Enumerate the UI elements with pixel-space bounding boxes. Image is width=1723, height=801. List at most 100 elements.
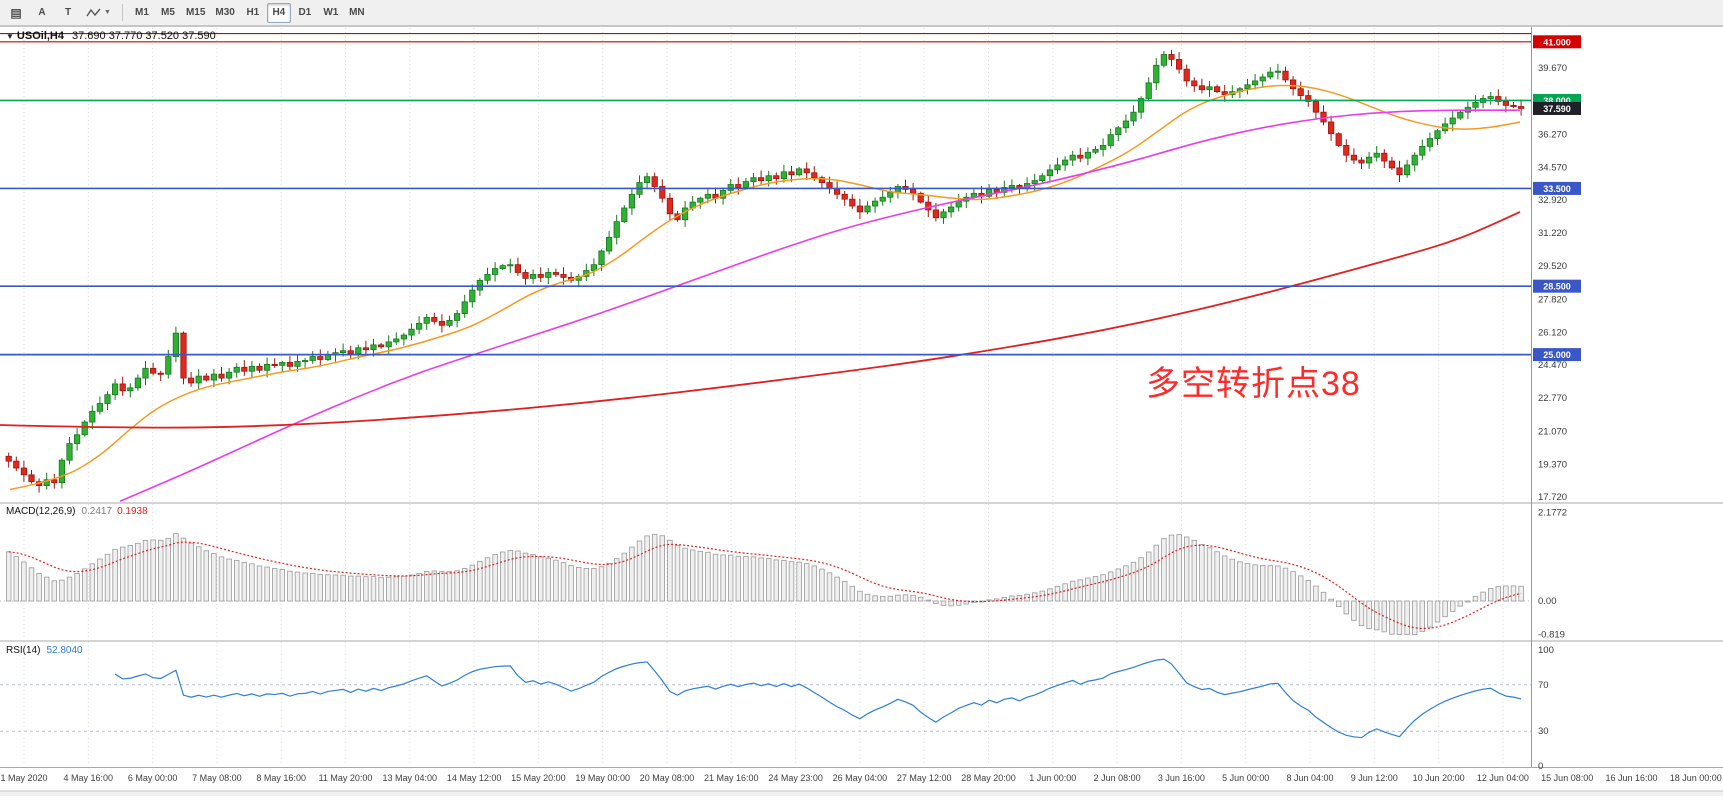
zigzag-icon <box>86 8 101 16</box>
svg-text:18 Jun 00:00: 18 Jun 00:00 <box>1670 773 1722 783</box>
svg-text:25.000: 25.000 <box>1543 350 1571 360</box>
svg-text:15 Jun 08:00: 15 Jun 08:00 <box>1541 773 1593 783</box>
horizontal-lines[interactable] <box>0 32 1531 356</box>
toolbar: ▤ A T ▼ M1 M5 M15 M30 H1 H4 D1 W1 MN <box>0 0 1723 26</box>
svg-text:1 May 2020: 1 May 2020 <box>0 773 47 783</box>
svg-text:14 May 12:00: 14 May 12:00 <box>447 773 502 783</box>
macd-plot <box>0 533 1531 635</box>
svg-text:41.000: 41.000 <box>1543 37 1571 47</box>
svg-text:6 May 00:00: 6 May 00:00 <box>128 773 178 783</box>
svg-text:4 May 16:00: 4 May 16:00 <box>64 773 114 783</box>
panel-separator-macd[interactable] <box>0 501 1723 506</box>
svg-text:32.920: 32.920 <box>1538 195 1567 206</box>
svg-text:27.820: 27.820 <box>1538 294 1567 305</box>
time-axis[interactable] <box>0 768 1723 790</box>
svg-text:19 May 00:00: 19 May 00:00 <box>575 773 630 783</box>
svg-text:36.270: 36.270 <box>1538 129 1567 140</box>
rsi-plot <box>0 658 1531 739</box>
svg-text:27 May 12:00: 27 May 12:00 <box>897 773 952 783</box>
time-axis-labels: 1 May 2020 4 May 16:00 6 May 00:00 7 May 08… <box>0 773 1721 783</box>
svg-text:-0.819: -0.819 <box>1538 629 1565 640</box>
svg-text:26 May 04:00: 26 May 04:00 <box>833 773 888 783</box>
svg-text:15 May 20:00: 15 May 20:00 <box>511 773 566 783</box>
chart-grid-icon[interactable]: ▤ <box>4 3 28 23</box>
timeframe-d1[interactable]: D1 <box>293 3 317 23</box>
timeframe-m15[interactable]: M15 <box>182 3 209 23</box>
macd-value-main: 0.2417 <box>81 506 113 517</box>
chart-ohlc: 37.690 37.770 37.520 37.590 <box>72 30 216 42</box>
price-axis-labels: 39.670 36.270 34.570 32.920 31.220 29.520 27.8… <box>1538 63 1567 772</box>
fast-ma-orange <box>9 84 1521 491</box>
svg-text:13 May 04:00: 13 May 04:00 <box>383 773 438 783</box>
chart-title: ▼ USOil,H4 37.690 37.770 37.520 37.590 <box>6 30 216 42</box>
svg-text:29.520: 29.520 <box>1538 261 1567 272</box>
svg-text:70: 70 <box>1538 680 1549 691</box>
timeframe-m30[interactable]: M30 <box>211 3 238 23</box>
svg-text:30: 30 <box>1538 726 1549 737</box>
rsi-label: RSI(14) 52.8040 <box>6 645 83 656</box>
timeframe-m1[interactable]: M1 <box>130 3 154 23</box>
text-tool-button[interactable]: T <box>56 3 80 23</box>
svg-text:20 May 08:00: 20 May 08:00 <box>640 773 695 783</box>
macd-value-signal: 0.1938 <box>117 506 148 517</box>
svg-text:5 Jun 00:00: 5 Jun 00:00 <box>1222 773 1269 783</box>
one-click-trading-arrow[interactable]: ▼ <box>6 32 14 41</box>
timeframe-m5[interactable]: M5 <box>156 3 180 23</box>
svg-text:38.000: 38.000 <box>1543 96 1571 106</box>
chevron-down-icon: ▼ <box>104 9 111 16</box>
price-axis[interactable] <box>1532 27 1723 767</box>
macd-title: MACD(12,26,9) <box>6 506 76 517</box>
svg-text:1 Jun 00:00: 1 Jun 00:00 <box>1029 773 1076 783</box>
svg-text:17.720: 17.720 <box>1538 492 1567 503</box>
svg-text:37.590: 37.590 <box>1543 104 1571 114</box>
panel-frames <box>0 26 1723 796</box>
svg-text:33.500: 33.500 <box>1543 184 1571 194</box>
svg-text:0: 0 <box>1538 761 1543 772</box>
svg-text:2.1772: 2.1772 <box>1538 507 1567 518</box>
svg-text:12 Jun 04:00: 12 Jun 04:00 <box>1477 773 1529 783</box>
svg-text:31.220: 31.220 <box>1538 228 1567 239</box>
svg-text:28 May 20:00: 28 May 20:00 <box>961 773 1016 783</box>
svg-text:9 Jun 12:00: 9 Jun 12:00 <box>1351 773 1398 783</box>
svg-text:0.00: 0.00 <box>1538 596 1557 607</box>
svg-text:21 May 16:00: 21 May 16:00 <box>704 773 759 783</box>
svg-text:16 Jun 16:00: 16 Jun 16:00 <box>1605 773 1657 783</box>
chart-bars-icon: ▤ <box>10 5 22 20</box>
svg-text:34.570: 34.570 <box>1538 163 1567 174</box>
svg-text:8 Jun 04:00: 8 Jun 04:00 <box>1286 773 1333 783</box>
price-badges: 41.000 38.000 33.500 28.500 25.000 37.590 <box>1533 35 1581 362</box>
svg-text:3 Jun 16:00: 3 Jun 16:00 <box>1158 773 1205 783</box>
panel-separator-rsi[interactable] <box>0 639 1723 644</box>
svg-text:19.370: 19.370 <box>1538 460 1567 471</box>
cursor-a-button[interactable]: A <box>30 3 54 23</box>
svg-text:22.770: 22.770 <box>1538 393 1567 404</box>
slow-ma-red <box>0 211 1521 429</box>
svg-text:24.470: 24.470 <box>1538 360 1567 371</box>
timeframe-h1[interactable]: H1 <box>241 3 265 23</box>
timeframe-w1[interactable]: W1 <box>319 3 343 23</box>
svg-text:26.120: 26.120 <box>1538 328 1567 339</box>
moving-averages <box>0 84 1521 502</box>
svg-text:8 May 16:00: 8 May 16:00 <box>256 773 306 783</box>
svg-text:39.670: 39.670 <box>1538 63 1567 74</box>
candlesticks <box>5 49 1525 493</box>
chart-annotation-text: 多空转折点38 <box>1146 365 1361 403</box>
polyline-tool-button[interactable]: ▼ <box>82 3 115 23</box>
rsi-title: RSI(14) <box>6 645 41 656</box>
svg-text:2 Jun 08:00: 2 Jun 08:00 <box>1094 773 1141 783</box>
mid-ma-magenta <box>119 109 1520 502</box>
svg-text:28.500: 28.500 <box>1543 282 1571 292</box>
svg-text:21.070: 21.070 <box>1538 426 1567 437</box>
timeframe-mn[interactable]: MN <box>345 3 369 23</box>
toolbar-separator <box>121 4 123 21</box>
svg-text:7 May 08:00: 7 May 08:00 <box>192 773 242 783</box>
timeframe-h4[interactable]: H4 <box>266 2 291 23</box>
chart-symbol: USOil,H4 <box>16 30 64 42</box>
svg-text:24 May 23:00: 24 May 23:00 <box>768 773 823 783</box>
macd-label: MACD(12,26,9) 0.2417 0.1938 <box>6 506 148 517</box>
svg-text:11 May 20:00: 11 May 20:00 <box>319 773 373 783</box>
rsi-value: 52.8040 <box>46 645 83 656</box>
svg-text:10 Jun 20:00: 10 Jun 20:00 <box>1413 773 1465 783</box>
svg-text:100: 100 <box>1538 645 1554 656</box>
